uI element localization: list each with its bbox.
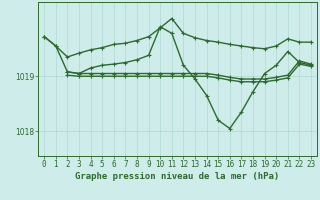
X-axis label: Graphe pression niveau de la mer (hPa): Graphe pression niveau de la mer (hPa): [76, 172, 280, 181]
